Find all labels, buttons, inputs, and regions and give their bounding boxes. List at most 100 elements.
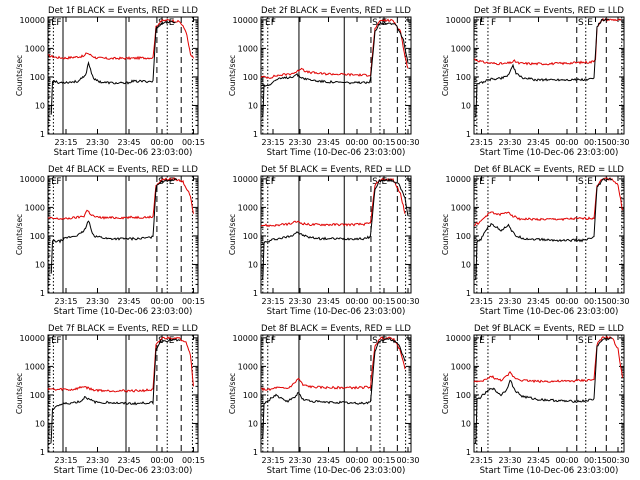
- plot-frame: [47, 334, 199, 453]
- y-tick-label: 100: [30, 232, 45, 241]
- y-tick-label: 10000: [446, 16, 471, 25]
- annotation-label: E: [381, 336, 387, 346]
- events-series-line: [475, 177, 613, 280]
- y-tick-label: 10: [248, 260, 258, 269]
- events-series-line: [475, 337, 613, 444]
- y-axis-label: Counts/sec: [441, 214, 450, 255]
- x-tick-label: 00:15: [182, 138, 205, 147]
- y-tick-label: 100: [30, 73, 45, 82]
- chart-title: Det 7f BLACK = Events, RED = LLD: [48, 324, 198, 334]
- x-tick-label: 23:45: [317, 138, 340, 147]
- annotation-label: F: [491, 177, 496, 187]
- x-tick-label: 00:00: [555, 456, 578, 465]
- annotation-label: E: [265, 18, 271, 28]
- x-tick-label: 23:45: [117, 456, 140, 465]
- annotation-label: F: [271, 336, 276, 346]
- y-tick-label: 100: [243, 391, 258, 400]
- lld-series-line: [47, 176, 194, 221]
- x-tick-label: 00:30: [606, 297, 629, 306]
- x-tick-label: 00:15: [584, 456, 607, 465]
- x-tick-label: 23:30: [86, 138, 109, 147]
- annotation-label: E: [51, 336, 57, 346]
- lld-series-line: [260, 177, 406, 228]
- y-tick-label: 10000: [233, 16, 258, 25]
- chart-panel-9: Det 9f BLACK = Events, RED = LLD 1 10 100 10…: [441, 324, 630, 476]
- x-tick-label: 23:15: [54, 456, 77, 465]
- y-tick-label: 1000: [25, 44, 45, 53]
- x-tick-label: 23:45: [317, 297, 340, 306]
- y-tick-label: 10000: [20, 16, 45, 25]
- x-tick-label: 23:45: [527, 456, 550, 465]
- lld-series-line: [473, 176, 623, 227]
- y-tick-label: 1000: [238, 203, 258, 212]
- y-tick-label: 1000: [238, 362, 258, 371]
- x-tick-label: 23:30: [498, 138, 521, 147]
- annotation-label: S: [578, 336, 584, 346]
- x-tick-label: 00:15: [372, 138, 395, 147]
- annotation-label: S: [578, 18, 584, 28]
- annotation-label: F: [491, 18, 496, 28]
- x-tick-label: 23:15: [470, 297, 493, 306]
- x-tick-label: 00:15: [584, 138, 607, 147]
- y-tick-label: 10000: [233, 334, 258, 343]
- chart-panel-6: Det 6f BLACK = Events, RED = LLD 1 10 100 10…: [441, 165, 630, 317]
- y-tick-label: 1: [466, 448, 471, 457]
- x-tick-label: 23:15: [261, 456, 284, 465]
- x-tick-label: 00:00: [345, 297, 368, 306]
- annotation-label: E: [479, 336, 485, 346]
- plot-frame: [473, 175, 625, 294]
- y-tick-label: 100: [456, 73, 471, 82]
- x-tick-label: 23:15: [470, 456, 493, 465]
- x-tick-label: 23:45: [117, 297, 140, 306]
- events-series-line: [262, 337, 406, 439]
- y-tick-label: 10: [35, 419, 45, 428]
- annotation-label: F: [271, 177, 276, 187]
- chart-panel-1: Det 1f BLACK = Events, RED = LLD 1 10 100 10…: [15, 6, 205, 158]
- events-series-line: [262, 177, 409, 280]
- x-tick-label: 00:00: [345, 138, 368, 147]
- annotation-label: E: [587, 177, 593, 187]
- y-axis-label: Counts/sec: [15, 373, 24, 414]
- x-tick-label: 23:15: [261, 138, 284, 147]
- x-tick-label: 00:15: [584, 297, 607, 306]
- x-axis-label: Start Time (10-Dec-06 23:03:00): [54, 307, 193, 317]
- annotation-label: E: [587, 18, 593, 28]
- x-tick-label: 23:45: [527, 138, 550, 147]
- lld-series-line: [261, 336, 406, 392]
- y-tick-label: 10: [248, 101, 258, 110]
- y-tick-label: 1000: [25, 203, 45, 212]
- chart-title: Det 4f BLACK = Events, RED = LLD: [48, 165, 198, 175]
- y-tick-label: 1: [466, 130, 471, 139]
- y-tick-label: 100: [456, 232, 471, 241]
- annotation-label: E: [265, 177, 271, 187]
- plot-frame: [260, 175, 412, 294]
- lld-series-line: [260, 18, 409, 80]
- y-tick-label: 100: [243, 232, 258, 241]
- x-tick-label: 23:30: [498, 297, 521, 306]
- annotation-label: S: [372, 336, 378, 346]
- plot-frame: [260, 334, 412, 453]
- chart-panel-2: Det 2f BLACK = Events, RED = LLD 1 10 100 10…: [228, 6, 420, 158]
- x-tick-label: 23:30: [288, 138, 311, 147]
- annotation-label: E: [51, 177, 57, 187]
- y-axis-label: Counts/sec: [441, 55, 450, 96]
- x-axis-label: Start Time (10-Dec-06 23:03:00): [54, 466, 193, 476]
- y-axis-label: Counts/sec: [228, 55, 237, 96]
- plot-frame: [47, 175, 199, 294]
- annotation-label: E: [169, 177, 175, 187]
- chart-panel-8: Det 8f BLACK = Events, RED = LLD 1 10 100 10…: [228, 324, 420, 476]
- y-tick-label: 10: [461, 419, 471, 428]
- chart-panel-3: Det 3f BLACK = Events, RED = LLD 1 10 100 10…: [441, 6, 630, 158]
- events-series-line: [50, 20, 176, 115]
- y-tick-label: 10: [35, 101, 45, 110]
- chart-title: Det 8f BLACK = Events, RED = LLD: [261, 324, 411, 334]
- y-axis-label: Counts/sec: [441, 373, 450, 414]
- annotation-label: S: [372, 18, 378, 28]
- y-tick-label: 10000: [233, 175, 258, 184]
- y-tick-label: 1: [466, 289, 471, 298]
- x-axis-label: Start Time (10-Dec-06 23:03:00): [267, 148, 406, 158]
- y-axis-label: Counts/sec: [228, 214, 237, 255]
- y-tick-label: 1000: [451, 44, 471, 53]
- annotation-label: E: [479, 18, 485, 28]
